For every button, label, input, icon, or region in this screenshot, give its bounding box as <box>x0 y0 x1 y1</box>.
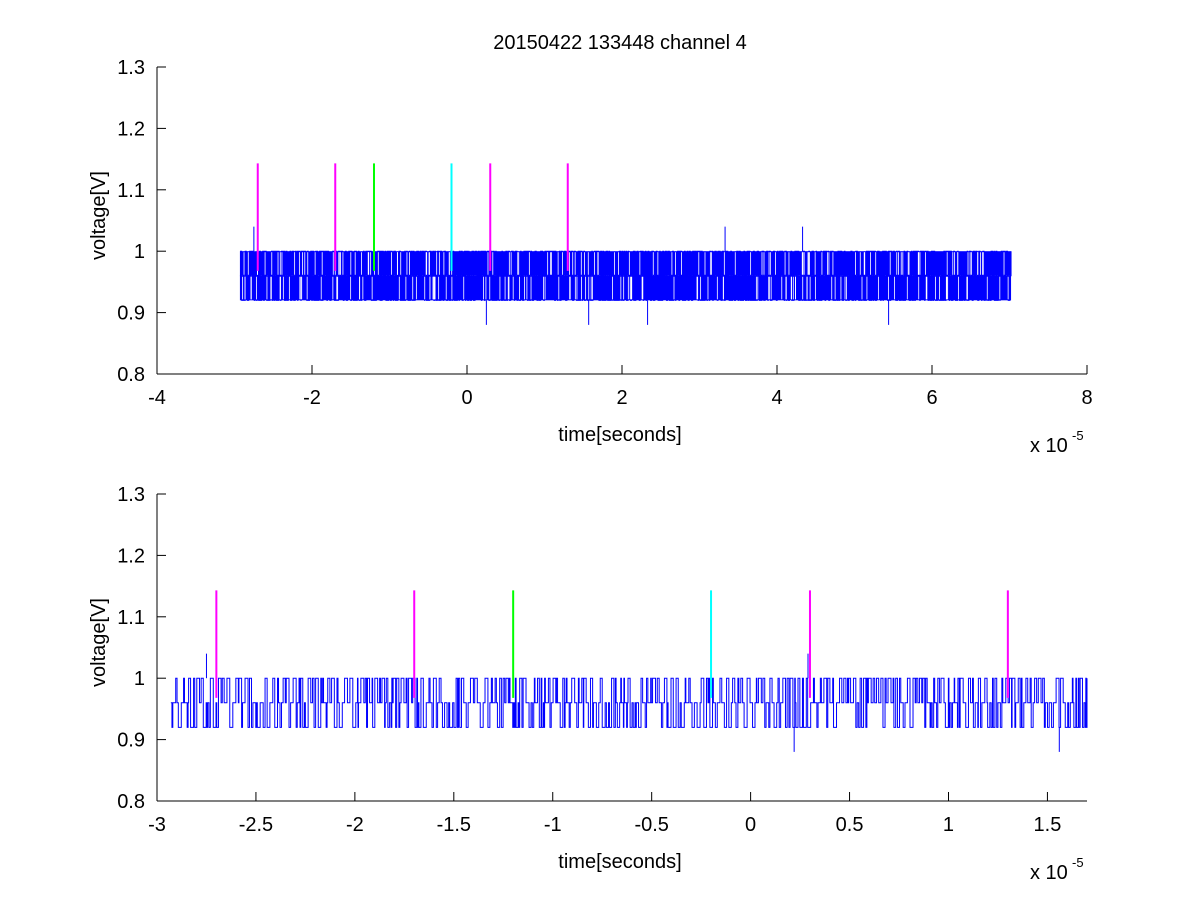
y-tick-label: 0.9 <box>117 303 145 325</box>
y-tick-label: 0.8 <box>117 364 145 386</box>
y-tick-label: 1 <box>134 241 145 263</box>
x-tick-label: -2.5 <box>239 814 273 836</box>
signal-trace <box>239 226 1012 325</box>
signal-line <box>239 250 1012 301</box>
y-axis-label: voltage[V] <box>88 598 110 687</box>
y-tick-label: 1.1 <box>117 180 145 202</box>
top-subplot: -4 -2 0 2 4 6 8 0.8 0.9 1 1.1 1.2 1.3 time[seconds] vo… <box>88 57 1093 457</box>
y-tick-label: 0.9 <box>117 730 145 752</box>
x-tick-label: -2 <box>303 387 321 409</box>
y-tick-label: 1.3 <box>117 484 145 506</box>
signal-trace <box>170 653 1088 752</box>
x-tick-label: 0.5 <box>836 814 864 836</box>
x-tick-label: -1.5 <box>437 814 471 836</box>
x-axis-multiplier-exponent: -5 <box>1072 855 1084 870</box>
x-tick-label: -1 <box>544 814 562 836</box>
figure-title: 20150422 133448 channel 4 <box>493 32 747 54</box>
y-axis-label: voltage[V] <box>88 171 110 260</box>
x-tick-label: -3 <box>148 814 166 836</box>
x-axis-multiplier: x 10 <box>1030 435 1068 457</box>
x-axis-label: time[seconds] <box>558 851 681 873</box>
x-tick-label: 0 <box>461 387 472 409</box>
x-tick-label: 6 <box>926 387 937 409</box>
signal-gaps <box>242 252 1009 300</box>
signal-band-lower <box>239 275 1012 301</box>
x-tick-label: -0.5 <box>634 814 668 836</box>
y-tick-label: 1.1 <box>117 607 145 629</box>
x-axis-multiplier: x 10 <box>1030 862 1068 884</box>
x-tick-label: -2 <box>346 814 364 836</box>
x-tick-label: 8 <box>1081 387 1092 409</box>
x-tick-label: 1 <box>943 814 954 836</box>
x-tick-label: 0 <box>745 814 756 836</box>
x-axis-label: time[seconds] <box>558 424 681 446</box>
y-tick-label: 1.2 <box>117 545 145 567</box>
y-tick-label: 0.8 <box>117 791 145 813</box>
x-tick-label: 2 <box>616 387 627 409</box>
signal-line <box>170 677 1088 728</box>
x-axis-multiplier-exponent: -5 <box>1072 428 1084 443</box>
y-tick-label: 1 <box>134 668 145 690</box>
x-tick-label: -4 <box>148 387 166 409</box>
bottom-subplot: -3 -2.5 -2 -1.5 -1 -0.5 0 0.5 1 1.5 0.8 0.9 1 1.1 1.2 1… <box>88 484 1088 884</box>
x-tick-label: 4 <box>771 387 782 409</box>
y-tick-label: 1.2 <box>117 118 145 140</box>
y-tick-label: 1.3 <box>117 57 145 79</box>
x-tick-label: 1.5 <box>1034 814 1062 836</box>
